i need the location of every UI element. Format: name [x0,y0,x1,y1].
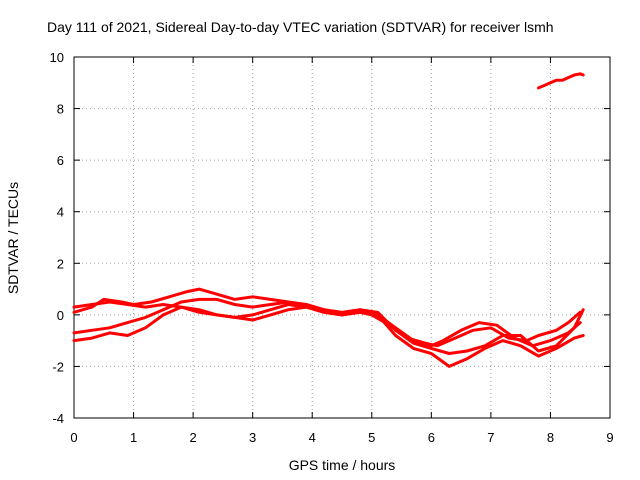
y-tick-label: 8 [57,102,64,117]
x-tick-label: 3 [249,430,256,445]
y-axis-label: SDTVAR / TECUs [5,182,21,294]
series-line-3 [72,305,585,368]
y-tick-label: 0 [57,308,64,323]
y-tick-label: 2 [57,256,64,271]
y-tick-label: 10 [50,50,64,65]
series-group [72,72,585,368]
series-line-5 [537,72,585,90]
chart-title: Day 111 of 2021, Sidereal Day-to-day VTE… [47,19,554,35]
x-tick-label: 6 [428,430,435,445]
x-tick-label: 2 [189,430,196,445]
plot-frame [73,56,611,419]
y-tick-label: -2 [52,359,64,374]
x-tick-label: 5 [368,430,375,445]
x-axis-label: GPS time / hours [289,457,396,473]
x-tick-label: 1 [130,430,137,445]
x-tick-label: 7 [487,430,494,445]
y-tick-label: -4 [52,411,64,426]
y-tick-labels: -4 -2 0 2 4 6 8 10 [50,50,64,426]
series-line-1 [72,287,582,348]
x-tick-labels: 0 1 2 3 4 5 6 7 8 9 [70,430,613,445]
x-tick-label: 9 [606,430,613,445]
grid [74,57,610,418]
x-tick-label: 0 [70,430,77,445]
x-tick-label: 4 [309,430,316,445]
series-line-4 [72,300,585,355]
axis-ticks [73,56,611,419]
x-tick-label: 8 [547,430,554,445]
y-tick-label: 6 [57,153,64,168]
y-tick-label: 4 [57,205,64,220]
